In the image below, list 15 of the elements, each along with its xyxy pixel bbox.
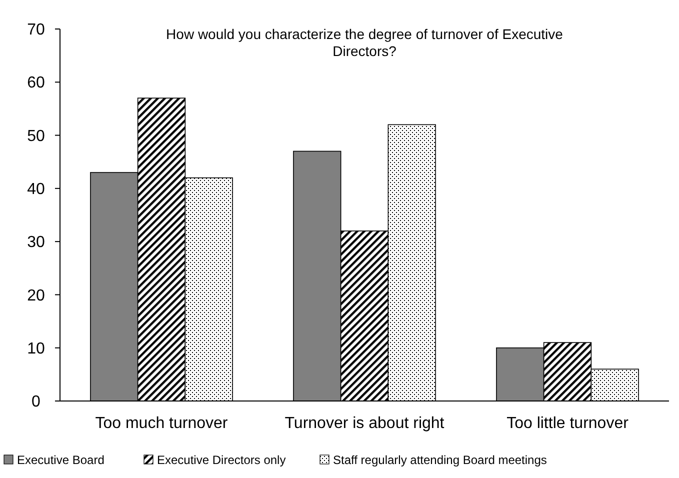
legend-label: Staff regularly attending Board meetings <box>333 453 547 467</box>
x-tick-label: Too little turnover <box>506 415 630 432</box>
x-tick-label: Turnover is about right <box>284 415 445 432</box>
x-tick-label: Too much turnover <box>95 415 228 432</box>
y-tick-label: 0 <box>32 394 41 411</box>
y-tick-label: 30 <box>27 234 45 252</box>
y-tick-label: 50 <box>27 128 45 145</box>
legend-label: Executive Board <box>17 453 104 467</box>
chart-title: How would you characterize the degree of turnover of Executive Directors? <box>166 26 564 59</box>
y-tick-label: 10 <box>27 340 45 358</box>
y-tick-label: 40 <box>27 181 45 198</box>
y-tick-label: 20 <box>27 287 45 304</box>
y-tick-label: 60 <box>27 74 45 92</box>
legend-label: Executive Directors only <box>157 453 286 467</box>
y-tick-label: 70 <box>27 22 45 39</box>
